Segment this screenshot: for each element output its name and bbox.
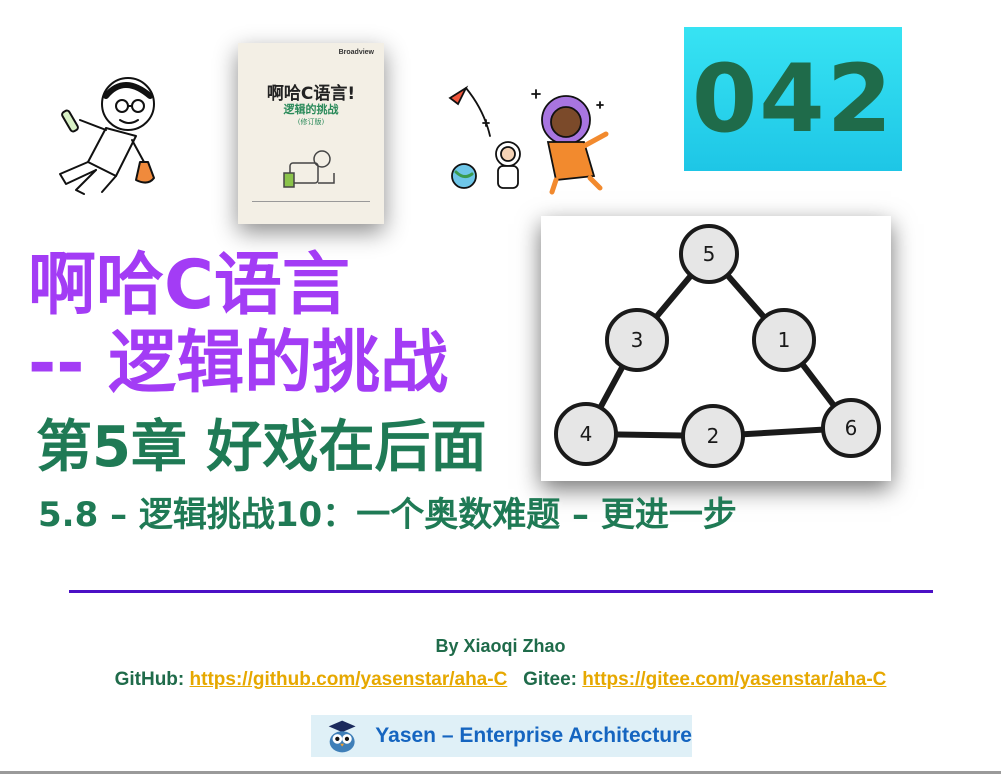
puzzle-graph: 5 3 1 4 2 6 (554, 224, 881, 468)
divider (69, 590, 933, 593)
puzzle-graph-card: 5 3 1 4 2 6 (541, 216, 891, 481)
book-footer-line (252, 201, 370, 208)
brand-text: Yasen – Enterprise Architecture (375, 724, 692, 747)
book-title-heading: 啊哈C语言 (28, 246, 350, 325)
owl-logo-icon (328, 720, 356, 753)
book-title: 啊哈C语言! (266, 84, 356, 104)
brand-banner: Yasen – Enterprise Architecture (311, 715, 692, 757)
graph-node-4 (554, 402, 618, 466)
graph-node-1 (752, 308, 816, 372)
astronauts-illustration (448, 85, 609, 195)
episode-badge: 042 (684, 27, 902, 171)
graph-node-3 (605, 308, 669, 372)
chapter-heading: 第5章 好戏在后面 (36, 415, 487, 480)
graph-node-label: 1 (778, 328, 791, 352)
graph-node-2 (681, 404, 745, 468)
graph-node-label: 2 (707, 424, 720, 448)
github-label: GitHub: (114, 669, 185, 690)
episode-number: 042 (691, 44, 895, 154)
book-illustration (283, 150, 335, 188)
graph-node-label: 3 (631, 328, 644, 352)
bottom-border (0, 771, 1001, 774)
book-edition: (修订版) (297, 118, 325, 126)
graph-node-label: 5 (703, 242, 716, 266)
publisher-mark: Broadview (338, 49, 374, 56)
section-heading: 5.8 – 逻辑挑战10：一个奥数难题 – 更进一步 (38, 495, 737, 535)
github-link[interactable]: https://github.com/yasenstar/aha-C (189, 669, 508, 690)
repo-links: GitHub: https://github.com/yasenstar/aha… (0, 669, 1001, 691)
graph-node-label: 4 (580, 422, 593, 446)
book-cover: Broadview 啊哈C语言! 逻辑的挑战 (修订版) (238, 43, 384, 224)
author-line: By Xiaoqi Zhao (435, 636, 566, 656)
scientist-illustration (59, 77, 155, 195)
graph-node-label: 6 (845, 416, 858, 440)
graph-node-5 (679, 224, 739, 284)
gitee-link[interactable]: https://gitee.com/yasenstar/aha-C (582, 669, 887, 690)
gitee-label: Gitee: (523, 669, 578, 690)
book-subtitle: 逻辑的挑战 (283, 103, 339, 116)
book-subtitle-heading: -- 逻辑的挑战 (28, 324, 449, 403)
graph-node-6 (821, 398, 881, 458)
